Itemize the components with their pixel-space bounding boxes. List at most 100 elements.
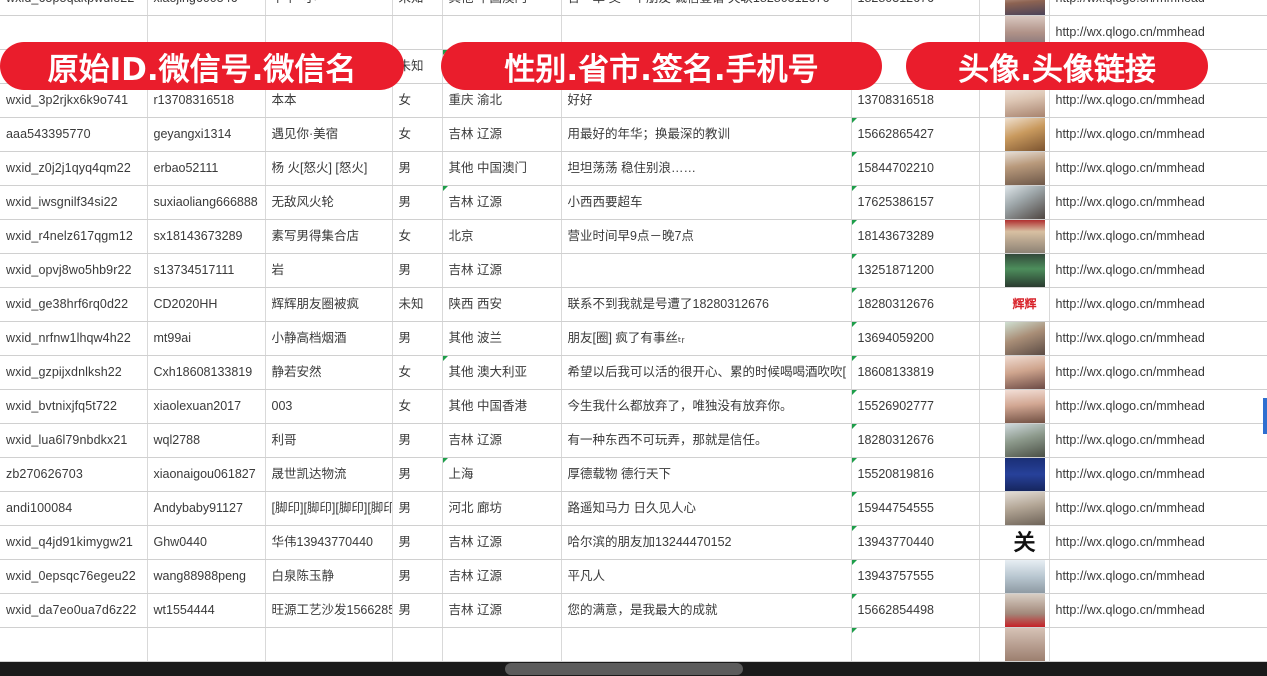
cell-region[interactable]: 吉林 辽源 <box>442 185 562 220</box>
cell-phone[interactable]: 15844702210 <box>851 151 980 186</box>
cell-region[interactable]: 吉林 辽源 <box>442 117 562 152</box>
cell-phone[interactable]: 15944754555 <box>851 491 980 526</box>
cell-avatar-link[interactable]: http://wx.qlogo.cn/mmhead <box>1049 423 1267 458</box>
cell-nick[interactable]: 素写男得集合店 <box>265 219 393 254</box>
cell-avatar-link[interactable]: http://wx.qlogo.cn/mmhead <box>1049 559 1267 594</box>
cell-region[interactable] <box>442 627 562 662</box>
table-row[interactable]: wxid_da7eo0ua7d6z22 wt1554444 旺源工艺沙发156628… <box>0 593 1267 628</box>
cell-gender[interactable]: 男 <box>392 185 443 220</box>
cell-avatar-link[interactable]: http://wx.qlogo.cn/mmhead <box>1049 525 1267 560</box>
cell-sign[interactable]: 小西西要超车 <box>561 185 852 220</box>
cell-region[interactable]: 吉林 辽源 <box>442 559 562 594</box>
cell-avatar-link[interactable]: http://wx.qlogo.cn/mmhead <box>1049 593 1267 628</box>
table-row[interactable]: wxid_0epsqc76egeu22 wang88988peng 白泉陈玉静男吉林… <box>0 559 1267 594</box>
cell-wxid[interactable]: geyangxi1314 <box>147 117 266 152</box>
cell-avatar-link[interactable]: http://wx.qlogo.cn/mmhead <box>1049 389 1267 424</box>
cell-avatar-link[interactable]: http://wx.qlogo.cn/mmhead <box>1049 491 1267 526</box>
cell-phone[interactable]: 18143673289 <box>851 219 980 254</box>
cell-avatar-link[interactable]: http://wx.qlogo.cn/mmhead <box>1049 185 1267 220</box>
cell-gender[interactable]: 未知 <box>392 0 443 16</box>
cell-sign[interactable]: 希望以后我可以活的很开心、累的时候喝喝酒吹吹[ <box>561 355 852 390</box>
cell-origin[interactable]: wxid_r4nelz617qgm12 <box>0 219 148 254</box>
cell-avatar-link[interactable]: http://wx.qlogo.cn/mmhead <box>1049 83 1267 118</box>
cell-origin[interactable]: wxid_z0j2j1qyq4qm22 <box>0 151 148 186</box>
cell-wxid[interactable]: Ghw0440 <box>147 525 266 560</box>
cell-region[interactable]: 上海 <box>442 457 562 492</box>
cell-wxid[interactable]: sx18143673289 <box>147 219 266 254</box>
cell-avatar[interactable] <box>979 253 1050 288</box>
cell-nick[interactable]: 华伟13943770440 <box>265 525 393 560</box>
cell-wxid[interactable]: wt1554444 <box>147 593 266 628</box>
cell-sign[interactable]: 今生我什么都放弃了，唯独没有放弃你。 <box>561 389 852 424</box>
cell-gender[interactable]: 男 <box>392 491 443 526</box>
cell-origin[interactable]: wxid_65p5qakpwuie22 <box>0 0 148 16</box>
cell-region[interactable]: 其他 中国澳门 <box>442 0 562 16</box>
cell-avatar[interactable] <box>979 491 1050 526</box>
cell-gender[interactable]: 男 <box>392 253 443 288</box>
cell-avatar-link[interactable]: http://wx.qlogo.cn/mmhead <box>1049 355 1267 390</box>
cell-gender[interactable]: 男 <box>392 321 443 356</box>
cell-origin[interactable]: zb270626703 <box>0 457 148 492</box>
cell-phone[interactable]: 15662854498 <box>851 593 980 628</box>
cell-gender[interactable] <box>392 627 443 662</box>
cell-avatar[interactable] <box>979 0 1050 16</box>
cell-phone[interactable]: 15662865427 <box>851 117 980 152</box>
cell-sign[interactable]: 联系不到我就是号遭了18280312676 <box>561 287 852 322</box>
cell-origin[interactable]: andi100084 <box>0 491 148 526</box>
cell-origin[interactable]: aaa543395770 <box>0 117 148 152</box>
cell-nick[interactable]: 丫丫~小 <box>265 0 393 16</box>
cell-nick[interactable]: 晟世凯达物流 <box>265 457 393 492</box>
cell-avatar[interactable] <box>979 83 1050 118</box>
cell-wxid[interactable] <box>147 627 266 662</box>
table-row[interactable]: wxid_r4nelz617qgm12 sx18143673289 素写男得集合店女… <box>0 219 1267 254</box>
cell-avatar[interactable] <box>979 593 1050 628</box>
cell-gender[interactable]: 男 <box>392 525 443 560</box>
cell-wxid[interactable]: wql2788 <box>147 423 266 458</box>
cell-gender[interactable]: 男 <box>392 151 443 186</box>
cell-nick[interactable]: 小静高档烟酒 <box>265 321 393 356</box>
cell-avatar[interactable] <box>979 321 1050 356</box>
cell-gender[interactable]: 女 <box>392 117 443 152</box>
cell-avatar-link[interactable]: http://wx.qlogo.cn/mmhead <box>1049 457 1267 492</box>
cell-avatar[interactable] <box>979 389 1050 424</box>
cell-origin[interactable] <box>0 627 148 662</box>
cell-avatar-link[interactable]: http://wx.qlogo.cn/mmhead <box>1049 321 1267 356</box>
cell-avatar-link[interactable]: http://wx.qlogo.cn/mmhead <box>1049 117 1267 152</box>
table-row[interactable] <box>0 627 1267 662</box>
cell-avatar[interactable] <box>979 627 1050 662</box>
table-row[interactable]: wxid_bvtnixjfq5t722 xiaolexuan2017 003 女其他 … <box>0 389 1267 424</box>
horizontal-scrollbar-thumb[interactable] <box>505 663 743 675</box>
cell-region[interactable]: 其他 中国香港 <box>442 389 562 424</box>
cell-gender[interactable]: 女 <box>392 389 443 424</box>
cell-phone[interactable]: 18280312676 <box>851 0 980 16</box>
cell-wxid[interactable]: mt99ai <box>147 321 266 356</box>
cell-wxid[interactable]: wang88988peng <box>147 559 266 594</box>
cell-avatar[interactable]: 关 <box>979 525 1050 560</box>
table-row[interactable]: wxid_65p5qakpwuie22xiaojing600546丫丫~小未知其… <box>0 0 1267 16</box>
cell-sign[interactable]: 用最好的年华；换最深的教训 <box>561 117 852 152</box>
cell-sign[interactable] <box>561 253 852 288</box>
cell-gender[interactable]: 女 <box>392 355 443 390</box>
cell-wxid[interactable]: r13708316518 <box>147 83 266 118</box>
cell-sign[interactable]: 有一种东西不可玩弄，那就是信任。 <box>561 423 852 458</box>
table-row[interactable]: wxid_opvj8wo5hb9r22 s13734517111 岩男吉林 辽源 13… <box>0 253 1267 288</box>
cell-wxid[interactable]: suxiaoliang666888 <box>147 185 266 220</box>
cell-phone[interactable]: 13694059200 <box>851 321 980 356</box>
cell-avatar[interactable]: 辉辉 <box>979 287 1050 322</box>
cell-origin[interactable]: wxid_iwsgnilf34si22 <box>0 185 148 220</box>
table-row[interactable]: wxid_z0j2j1qyq4qm22 erbao52111 杨 火[怒火] [怒火… <box>0 151 1267 186</box>
cell-nick[interactable]: 旺源工艺沙发15662854 <box>265 593 393 628</box>
cell-region[interactable]: 陕西 西安 <box>442 287 562 322</box>
cell-sign[interactable]: 坦坦荡荡 稳住别浪…… <box>561 151 852 186</box>
cell-nick[interactable] <box>265 627 393 662</box>
cell-avatar[interactable] <box>979 559 1050 594</box>
cell-avatar-link[interactable]: http://wx.qlogo.cn/mmhead <box>1049 253 1267 288</box>
table-row[interactable]: wxid_lua6l79nbdkx21 wql2788 利哥男吉林 辽源 有一种东西不… <box>0 423 1267 458</box>
cell-phone[interactable]: 18280312676 <box>851 287 980 322</box>
table-row[interactable]: aaa543395770 geyangxi1314 遇见你·美宿女吉林 辽源 用最好的… <box>0 117 1267 152</box>
table-row[interactable]: wxid_ge38hrf6rq0d22 CD2020HH 辉辉朋友圈被疯 未知 陕西 西… <box>0 287 1267 322</box>
cell-region[interactable]: 吉林 辽源 <box>442 423 562 458</box>
cell-origin[interactable]: wxid_nrfnw1lhqw4h22 <box>0 321 148 356</box>
cell-gender[interactable] <box>392 15 443 50</box>
